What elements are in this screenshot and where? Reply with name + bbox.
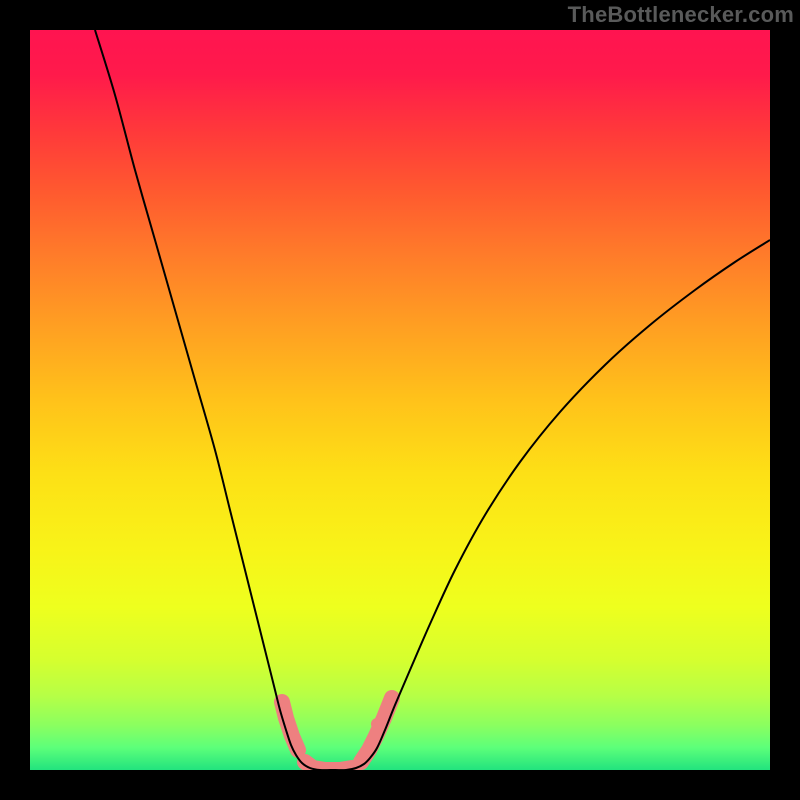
chart-frame: TheBottlenecker.com [0,0,800,800]
curve-layer [30,30,770,770]
left-curve [95,30,333,770]
right-curve [333,240,770,770]
plot-area [30,30,770,770]
floating-dot [371,718,383,730]
watermark-text: TheBottlenecker.com [568,2,794,28]
marker-chain [361,698,392,762]
